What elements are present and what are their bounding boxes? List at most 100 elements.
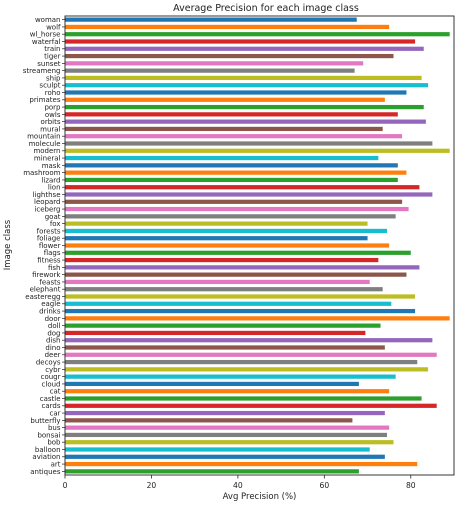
bar-cougr bbox=[65, 374, 396, 379]
bar-feasts bbox=[65, 279, 370, 285]
category-label-decoys: decoys bbox=[36, 358, 61, 366]
category-label-elephant: elephant bbox=[30, 286, 61, 294]
bar-cybr bbox=[65, 367, 429, 372]
bar-orbits bbox=[65, 119, 426, 124]
x-tick-label: 60 bbox=[319, 481, 329, 490]
category-label-mural: mural bbox=[40, 125, 60, 133]
category-label-mask: mask bbox=[42, 162, 62, 170]
bar-modern bbox=[65, 148, 450, 153]
category-label-fitness: fitness bbox=[37, 256, 61, 264]
bar-decoys bbox=[65, 359, 418, 365]
plot-frame bbox=[64, 15, 455, 476]
bar-leopard bbox=[65, 199, 403, 204]
category-label-castle: castle bbox=[40, 395, 61, 403]
category-label-dish: dish bbox=[46, 337, 60, 345]
category-label-balloon: balloon bbox=[35, 446, 61, 454]
bar-mashroom bbox=[65, 170, 407, 175]
category-label-eagle: eagle bbox=[41, 300, 60, 308]
category-label-bus: bus bbox=[48, 424, 61, 432]
category-label-firework: firework bbox=[32, 271, 61, 279]
category-label-woman: woman bbox=[35, 16, 61, 24]
bar-doll bbox=[65, 323, 381, 328]
category-label-car: car bbox=[49, 409, 60, 417]
bar-mineral bbox=[65, 155, 379, 161]
bar-ship bbox=[65, 75, 422, 81]
category-label-porp: porp bbox=[44, 103, 61, 111]
bar-train bbox=[65, 46, 424, 51]
category-label-foliage: foliage bbox=[37, 235, 61, 243]
category-label-sculpt: sculpt bbox=[39, 82, 60, 90]
category-label-dog: dog bbox=[47, 329, 60, 337]
category-label-mineral: mineral bbox=[34, 154, 61, 162]
x-tick-label: 40 bbox=[233, 481, 243, 490]
category-label-owls: owls bbox=[45, 111, 61, 119]
bar-lion bbox=[65, 185, 420, 190]
bar-foliage bbox=[65, 236, 368, 241]
category-label-fish: fish bbox=[48, 264, 61, 272]
bar-castle bbox=[65, 396, 422, 401]
category-label-doll: doll bbox=[48, 322, 61, 330]
bars-group bbox=[65, 17, 450, 474]
category-label-roho: roho bbox=[45, 89, 61, 97]
y-axis-label: Image class bbox=[3, 219, 13, 270]
category-label-streameng: streameng bbox=[23, 67, 61, 75]
category-label-feasts: feasts bbox=[39, 278, 60, 286]
bar-owls bbox=[65, 112, 398, 117]
bar-streameng bbox=[65, 68, 355, 73]
bar-molecule bbox=[65, 141, 433, 146]
x-axis-label: Avg Precision (%) bbox=[223, 492, 297, 502]
bar-goat bbox=[65, 214, 396, 219]
bar-waterfal bbox=[65, 39, 416, 44]
category-label-bonsai: bonsai bbox=[37, 431, 60, 439]
bar-bonsai bbox=[65, 432, 388, 438]
bar-eagle bbox=[65, 301, 392, 306]
category-label-orbits: orbits bbox=[41, 118, 61, 126]
bar-fish bbox=[65, 265, 420, 270]
bar-deer bbox=[65, 352, 437, 357]
bar-cloud bbox=[65, 381, 359, 387]
category-label-flower: flower bbox=[39, 242, 61, 250]
bar-cat bbox=[65, 389, 390, 394]
category-label-dino: dino bbox=[45, 344, 60, 352]
bar-sculpt bbox=[65, 83, 429, 88]
bar-sunset bbox=[65, 61, 364, 66]
category-label-fox: fox bbox=[50, 220, 61, 228]
category-label-flags: flags bbox=[44, 249, 61, 257]
bar-mask bbox=[65, 163, 398, 168]
category-label-drinks: drinks bbox=[39, 307, 61, 315]
bar-flower bbox=[65, 243, 390, 248]
bar-mountain bbox=[65, 134, 403, 139]
category-label-primates: primates bbox=[29, 96, 60, 104]
category-label-forests: forests bbox=[37, 227, 61, 235]
bar-mural bbox=[65, 126, 383, 132]
x-ticks-group: 0 20 40 60 80 bbox=[63, 475, 416, 490]
category-label-butterfly: butterfly bbox=[30, 417, 60, 425]
bar-cards bbox=[65, 403, 437, 408]
bar-drinks bbox=[65, 308, 416, 314]
category-label-lizard: lizard bbox=[41, 176, 60, 184]
category-labels-group: womanwolfwl_horsewaterfaltraintigersunse… bbox=[23, 16, 65, 476]
bar-iceberg bbox=[65, 206, 409, 212]
bar-dino bbox=[65, 345, 385, 350]
bar-bob bbox=[65, 440, 394, 445]
bar-easteregg bbox=[65, 294, 416, 299]
category-label-lighthse: lighthse bbox=[33, 191, 61, 199]
bar-flags bbox=[65, 250, 411, 255]
category-label-train: train bbox=[44, 45, 60, 53]
bar-lizard bbox=[65, 177, 398, 183]
category-label-iceberg: iceberg bbox=[34, 205, 60, 213]
bar-car bbox=[65, 410, 385, 416]
bar-forests bbox=[65, 228, 388, 234]
category-label-waterfal: waterfal bbox=[32, 38, 61, 46]
bar-dog bbox=[65, 330, 366, 336]
category-label-bob: bob bbox=[47, 439, 61, 447]
category-label-door: door bbox=[45, 315, 61, 323]
bar-butterfly bbox=[65, 418, 353, 423]
bar-primates bbox=[65, 97, 385, 102]
category-label-cougr: cougr bbox=[41, 373, 61, 381]
bar-porp bbox=[65, 104, 424, 110]
bar-bus bbox=[65, 425, 390, 430]
bar-door bbox=[65, 316, 450, 321]
bar-antiques bbox=[65, 469, 359, 474]
category-label-mountain: mountain bbox=[27, 133, 60, 141]
